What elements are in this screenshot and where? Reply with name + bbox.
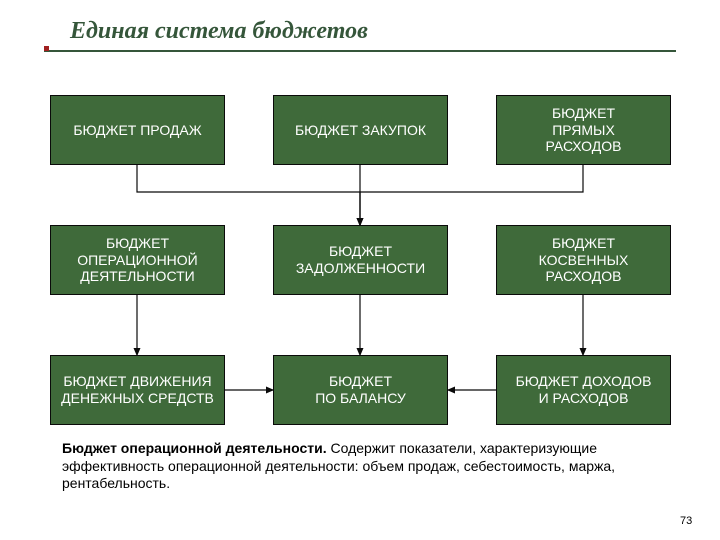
title-underline <box>44 50 676 52</box>
flowchart-node: БЮДЖЕТКОСВЕННЫХРАСХОДОВ <box>496 225 671 295</box>
flowchart-node: БЮДЖЕТ ПРОДАЖ <box>50 95 225 165</box>
flowchart-node: БЮДЖЕТОПЕРАЦИОННОЙДЕЯТЕЛЬНОСТИ <box>50 225 225 295</box>
flowchart-node: БЮДЖЕТЗАДОЛЖЕННОСТИ <box>273 225 448 295</box>
flowchart-node: БЮДЖЕТ ДВИЖЕНИЯДЕНЕЖНЫХ СРЕДСТВ <box>50 355 225 425</box>
page-number: 73 <box>680 515 692 527</box>
description-lead: Бюджет операционной деятельности. <box>62 440 327 456</box>
flowchart-node: БЮДЖЕТПО БАЛАНСУ <box>273 355 448 425</box>
flowchart-node: БЮДЖЕТ ДОХОДОВИ РАСХОДОВ <box>496 355 671 425</box>
flowchart-node: БЮДЖЕТ ЗАКУПОК <box>273 95 448 165</box>
flowchart-node: БЮДЖЕТПРЯМЫХРАСХОДОВ <box>496 95 671 165</box>
page-title: Единая система бюджетов <box>70 18 368 45</box>
description-text: Бюджет операционной деятельности. Содерж… <box>62 440 662 493</box>
title-accent <box>44 46 49 51</box>
